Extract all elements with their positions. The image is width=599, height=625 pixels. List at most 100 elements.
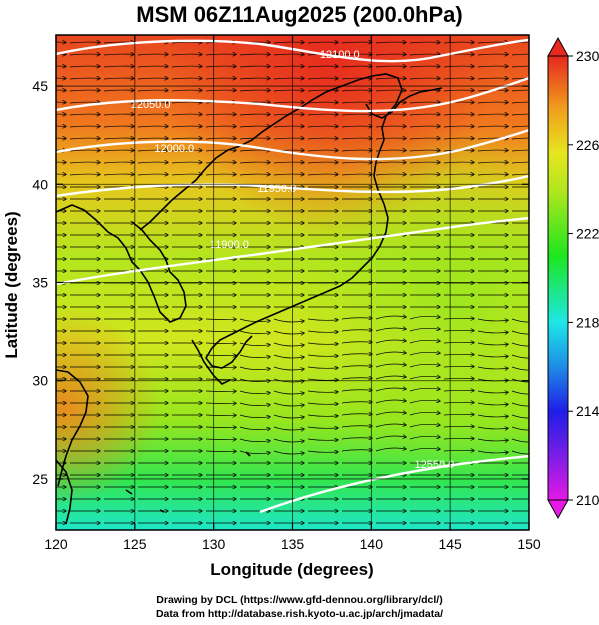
streamline-arrow: [103, 114, 134, 115]
streamline-arrow: [341, 54, 372, 55]
streamline-arrow: [409, 352, 440, 356]
streamline-arrow: [103, 66, 134, 67]
streamline-arrow: [307, 451, 338, 452]
streamline-arrow: [171, 150, 202, 151]
credit-line-2: Data from http://database.rish.kyoto-u.a…: [155, 608, 444, 620]
streamline-arrow: [307, 391, 338, 392]
streamline-arrow: [103, 138, 134, 139]
streamline-arrow: [375, 54, 406, 55]
streamline-arrow: [375, 412, 406, 416]
streamline-arrow: [477, 391, 508, 393]
streamline-arrow: [273, 378, 304, 382]
streamline-arrow: [205, 90, 236, 91]
streamline-arrow: [443, 78, 474, 79]
streamline-arrow: [273, 66, 304, 67]
x-axis: 120 125 130 135 140 145 150: [44, 35, 541, 552]
streamline-arrow: [103, 78, 134, 79]
x-tick-label-140: 140: [360, 536, 384, 552]
streamline-arrow: [239, 174, 270, 175]
streamline-arrow: [307, 138, 338, 139]
streamline-arrow: [477, 42, 508, 43]
streamline-arrow: [443, 342, 474, 343]
height-contours: [56, 38, 529, 514]
streamline-arrow: [56, 66, 66, 67]
streamline-arrow: [375, 90, 406, 91]
streamline-arrow: [307, 343, 338, 344]
y-tick-label-35: 35: [32, 275, 48, 291]
streamline-arrow: [307, 90, 338, 91]
streamline-arrow: [69, 54, 100, 55]
streamline-arrow: [307, 379, 338, 380]
streamline-arrow: [477, 367, 508, 369]
streamline-arrow: [137, 90, 168, 91]
streamline-arrow: [239, 354, 270, 358]
streamline-arrow: [307, 331, 338, 332]
streamline-arrow: [511, 318, 529, 323]
streamline-arrow: [375, 126, 406, 127]
streamline-arrow: [273, 426, 304, 430]
x-tick-label-150: 150: [517, 536, 541, 552]
streamline-arrow: [375, 42, 406, 43]
streamline-arrow: [56, 138, 66, 139]
streamline-arrow: [409, 54, 440, 55]
streamline-arrow: [477, 331, 508, 333]
colorbar-label-226: 226: [576, 137, 599, 153]
streamline-arrow: [443, 138, 474, 139]
streamline-arrow: [205, 174, 236, 175]
streamline-arrow: [307, 367, 338, 368]
streamline-arrow: [375, 352, 406, 356]
colorbar-label-230: 230: [576, 48, 599, 64]
streamline-arrow: [375, 66, 406, 67]
streamline-arrow: [171, 54, 202, 55]
streamline-arrow: [341, 174, 372, 175]
streamline-arrow: [341, 42, 372, 43]
streamline-arrow: [171, 126, 202, 127]
streamline-arrow: [341, 162, 372, 163]
streamline-arrow: [443, 330, 474, 331]
streamline-arrow: [511, 426, 529, 431]
y-tick-label-25: 25: [32, 471, 48, 487]
streamline-arrow: [103, 90, 134, 91]
streamline-arrow: [409, 424, 440, 428]
streamline-arrow: [511, 89, 529, 92]
streamline-arrow: [273, 390, 304, 394]
colorbar-min-arrow: [547, 499, 569, 520]
streamlines: [56, 42, 529, 523]
streamline-arrow: [409, 42, 440, 43]
streamline-arrow: [375, 316, 406, 320]
contour-label-11900.0: 11900.0: [210, 239, 249, 251]
streamline-arrow: [341, 390, 372, 391]
streamline-arrow: [511, 161, 529, 164]
streamline-arrow: [409, 340, 440, 344]
streamline-arrow: [409, 114, 440, 115]
streamline-arrow: [273, 414, 304, 418]
streamline-arrow: [239, 414, 270, 418]
streamline-arrow: [375, 78, 406, 79]
streamline-arrow: [409, 162, 440, 163]
streamline-arrow: [307, 403, 338, 404]
streamline-arrow: [56, 90, 66, 91]
streamline-arrow: [273, 450, 304, 454]
streamline-arrow: [375, 150, 406, 151]
streamline-arrow: [273, 90, 304, 91]
streamline-arrow: [341, 78, 372, 79]
streamline-arrow: [69, 102, 100, 103]
x-tick-label-120: 120: [44, 536, 68, 552]
credits: Drawing by DCL (https://www.gfd-dennou.o…: [0, 593, 599, 621]
credit-line-1: Drawing by DCL (https://www.gfd-dennou.o…: [156, 594, 443, 606]
streamline-arrow: [239, 162, 270, 163]
contour-label-11950.0: 11950.0: [257, 183, 296, 195]
streamline-arrow: [273, 402, 304, 406]
contour-label-12050.0: 12050.0: [131, 99, 171, 111]
streamline-arrow: [511, 173, 529, 176]
streamline-arrow: [511, 137, 529, 140]
streamline-arrow: [443, 426, 474, 427]
streamline-arrow: [103, 174, 134, 175]
streamline-arrow: [273, 78, 304, 79]
streamline-arrow: [443, 114, 474, 115]
streamline-arrow: [171, 90, 202, 91]
streamline-arrow: [69, 150, 100, 151]
colorbar-scale: [547, 55, 569, 501]
streamline-arrow: [69, 126, 100, 127]
streamline-arrow: [205, 114, 236, 115]
